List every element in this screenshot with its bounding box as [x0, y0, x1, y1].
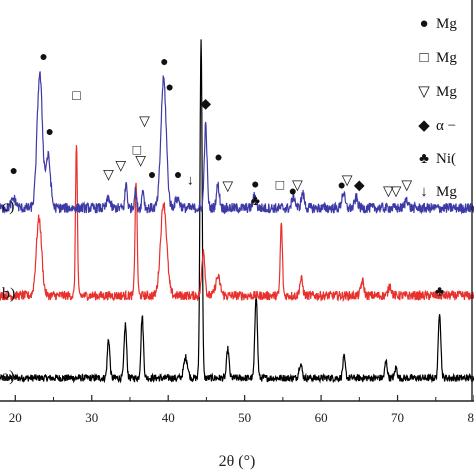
trace-label: b) [2, 286, 15, 303]
traces: a) b) c) [0, 39, 474, 385]
x-tick-label: 60 [315, 410, 328, 425]
legend-symbol: ↓ [420, 184, 428, 200]
trace-label: c) [2, 198, 14, 215]
phase-marker: ♣ [435, 285, 444, 300]
phase-marker: ▽ [222, 180, 233, 195]
legend-label: Ni( [436, 151, 456, 167]
legend-symbol: ♣ [419, 151, 429, 167]
phase-marker: ● [165, 81, 173, 96]
phase-marker: ◆ [200, 97, 211, 112]
trace-label: a) [2, 368, 14, 385]
x-tick-label: 40 [162, 410, 175, 425]
x-tick-label: 30 [85, 410, 98, 425]
x-ticks: 20 30 40 50 60 70 80 [9, 395, 474, 425]
x-tick-label: 70 [391, 410, 404, 425]
legend-symbol: ● [419, 16, 428, 32]
phase-marker: ▽ [292, 179, 303, 194]
trace-a [0, 39, 474, 384]
phase-marker: ↓ [187, 173, 194, 188]
phase-marker: ♣ [251, 194, 260, 209]
phase-marker: ▽ [139, 115, 150, 130]
legend-symbol: ◆ [418, 118, 430, 134]
phase-marker: ▽ [103, 168, 114, 183]
phase-marker: ● [10, 164, 18, 179]
phase-marker: ▽ [115, 159, 126, 174]
x-tick-label: 20 [9, 410, 22, 425]
phase-marker: ● [45, 125, 53, 140]
phase-marker: ▽ [135, 154, 146, 169]
phase-marker: ● [39, 50, 47, 65]
x-tick-label: 80 [468, 410, 474, 425]
phase-marker: ● [289, 185, 297, 200]
legend-label: Mg [436, 16, 457, 32]
phase-marker: ▽ [342, 173, 353, 188]
x-axis: 20 30 40 50 60 70 80 [0, 395, 474, 425]
legend-label: Mg [436, 50, 457, 66]
trace-c [0, 71, 474, 215]
phase-marker: ● [338, 179, 346, 194]
phase-marker: ◆ [354, 179, 365, 194]
x-axis-title: 2θ (°) [219, 453, 256, 470]
phase-marker: ● [160, 55, 168, 70]
x-tick-label: 50 [238, 410, 251, 425]
legend-label: α − [436, 118, 456, 134]
phase-marker: ▽ [391, 185, 402, 200]
phase-marker: □ [72, 89, 81, 104]
phase-marker: □ [276, 179, 285, 194]
phase-marker: ▽ [401, 179, 412, 194]
phase-marker: □ [133, 143, 142, 158]
legend-symbol: ▽ [418, 84, 430, 100]
legend-symbol: □ [419, 50, 428, 66]
trace-b [0, 145, 474, 303]
legend: ● Mg □ Mg ▽ Mg ◆ α − ♣ Ni( ↓ Mg [418, 16, 457, 200]
phase-marker: ● [148, 168, 156, 183]
phase-marker: ▽ [383, 185, 394, 200]
phase-marker: ● [174, 168, 182, 183]
legend-label: Mg [436, 184, 457, 200]
legend-label: Mg [436, 84, 457, 100]
phase-marker: ● [251, 177, 259, 192]
phase-markers: ●●●□▽▽□▽▽●●●●↓♣◆●▽●♣□●▽●▽◆▽▽▽♣ [10, 50, 445, 300]
phase-marker: ● [214, 151, 222, 166]
